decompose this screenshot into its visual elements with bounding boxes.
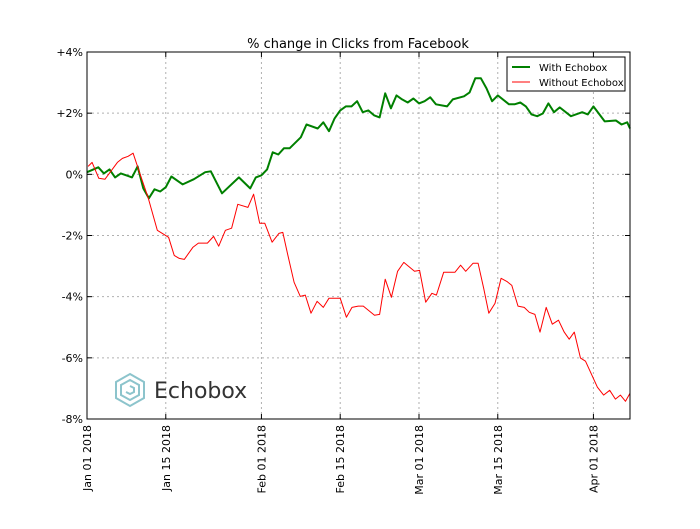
- x-tick-label: Mar 01 2018: [413, 425, 426, 495]
- y-tick-label: -6%: [62, 352, 83, 365]
- legend-box: [506, 56, 626, 92]
- echobox-logo-text: Echobox: [154, 379, 247, 404]
- echobox-hexagon-icon: [115, 372, 145, 408]
- legend-label: Without Echobox: [539, 78, 624, 89]
- x-tick-label: Apr 01 2018: [587, 425, 600, 493]
- x-tick-label: Feb 15 2018: [334, 425, 347, 493]
- y-tick-label: -2%: [62, 230, 83, 243]
- y-tick-label: -4%: [62, 291, 83, 304]
- legend-label: With Echobox: [539, 63, 607, 74]
- echobox-logo: Echobox: [115, 372, 247, 408]
- legend: With Echobox Without Echobox: [506, 56, 626, 92]
- series-line-with-echobox: [86, 77, 631, 200]
- axis-ticks: +4% +2% 0% -2% -4% -6% -8%Jan 01 2018 Jan 15 20…: [56, 46, 630, 495]
- y-tick-label: +4%: [56, 46, 83, 59]
- grid: [86, 51, 630, 420]
- x-tick-label: Jan 01 2018: [81, 425, 94, 492]
- x-tick-label: Feb 01 2018: [255, 425, 268, 493]
- chart-title: % change in Clicks from Facebook: [247, 37, 469, 52]
- x-tick-label: Jan 15 2018: [160, 425, 173, 492]
- x-tick-label: Mar 15 2018: [492, 425, 505, 495]
- y-tick-label: 0%: [66, 168, 83, 181]
- series-lines: [86, 77, 631, 402]
- y-tick-label: +2%: [56, 107, 83, 120]
- series-line-without-echobox: [87, 152, 631, 402]
- y-tick-label: -8%: [62, 413, 83, 426]
